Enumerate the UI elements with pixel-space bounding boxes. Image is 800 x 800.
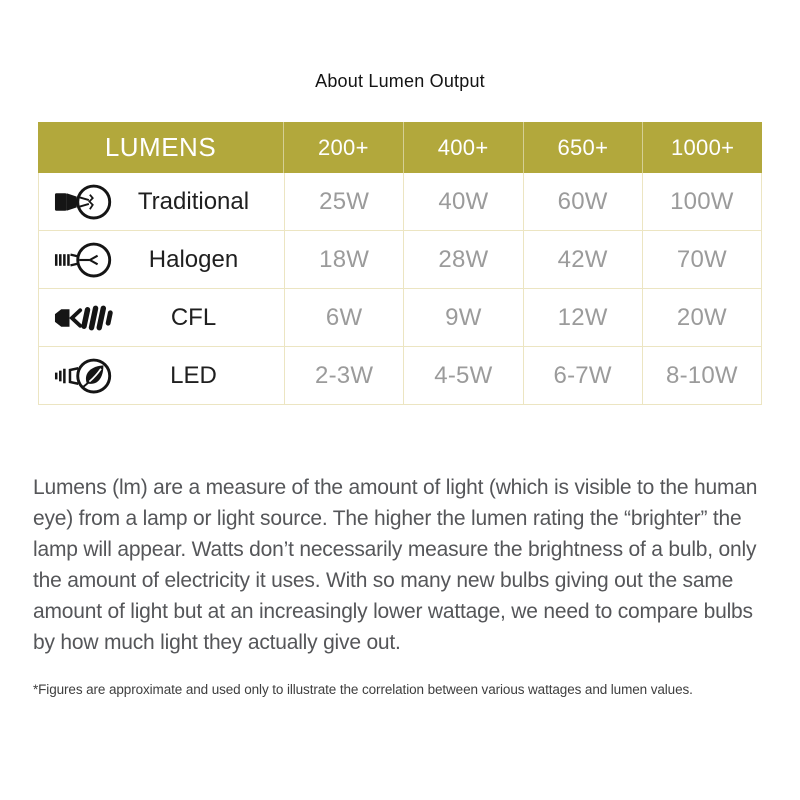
traditional-bulb-icon	[51, 180, 119, 224]
row-label-halogen: Halogen	[148, 245, 239, 273]
table-body: Traditional 25W 40W 60W 100W	[38, 173, 762, 405]
wattage-traditional-400: 40W	[403, 173, 522, 230]
row-label-led: LED	[170, 361, 217, 389]
wattage-cfl-400: 9W	[403, 289, 522, 346]
footnote: *Figures are approximate and used only t…	[33, 682, 693, 697]
wattage-halogen-1000: 70W	[641, 231, 761, 288]
header-200-plus: 200+	[283, 122, 403, 173]
row-label-cfl: CFL	[170, 303, 217, 331]
cfl-bulb-icon	[51, 296, 119, 340]
wattage-cfl-1000: 20W	[641, 289, 761, 346]
page-title: About Lumen Output	[315, 71, 485, 91]
wattage-led-200: 2-3W	[284, 347, 403, 404]
header-650-plus: 650+	[522, 122, 643, 173]
row-header-cfl: CFL	[39, 289, 284, 346]
wattage-traditional-650: 60W	[522, 173, 642, 230]
led-bulb-icon	[51, 354, 119, 398]
table-row-halogen: Halogen 18W 28W 42W 70W	[39, 230, 761, 288]
wattage-halogen-200: 18W	[284, 231, 403, 288]
wattage-led-650: 6-7W	[522, 347, 642, 404]
table-row-cfl: CFL 6W 9W 12W 20W	[39, 288, 761, 346]
row-header-led: LED	[39, 347, 284, 404]
table-row-led: LED 2-3W 4-5W 6-7W 8-10W	[39, 346, 761, 404]
header-lumens: LUMENS	[104, 132, 217, 162]
header-1000-plus: 1000+	[642, 122, 762, 173]
header-400-plus: 400+	[402, 122, 523, 173]
halogen-bulb-icon	[51, 238, 119, 282]
lumen-table: LUMENS 200+ 400+ 650+ 1000+	[38, 122, 762, 405]
wattage-traditional-200: 25W	[284, 173, 403, 230]
wattage-halogen-650: 42W	[522, 231, 642, 288]
row-label-traditional: Traditional	[137, 187, 250, 215]
description-paragraph: Lumens (lm) are a measure of the amount …	[33, 476, 758, 654]
table-row-traditional: Traditional 25W 40W 60W 100W	[39, 173, 761, 230]
wattage-traditional-1000: 100W	[641, 173, 761, 230]
wattage-cfl-200: 6W	[284, 289, 403, 346]
wattage-led-400: 4-5W	[403, 347, 522, 404]
wattage-led-1000: 8-10W	[641, 347, 761, 404]
row-header-traditional: Traditional	[39, 173, 284, 230]
table-header-row: LUMENS 200+ 400+ 650+ 1000+	[38, 122, 762, 173]
wattage-halogen-400: 28W	[403, 231, 522, 288]
row-header-halogen: Halogen	[39, 231, 284, 288]
wattage-cfl-650: 12W	[522, 289, 642, 346]
